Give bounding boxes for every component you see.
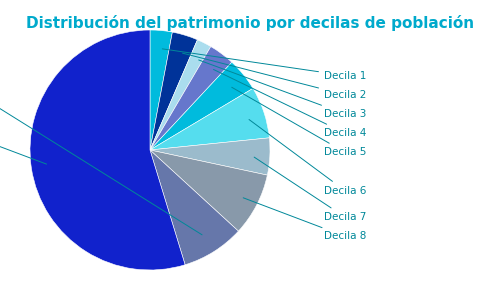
Text: Decila 7: Decila 7 <box>254 157 366 222</box>
Wedge shape <box>150 150 268 231</box>
Wedge shape <box>150 32 198 150</box>
Text: Decila 1: Decila 1 <box>162 49 366 81</box>
Text: Decila 4: Decila 4 <box>214 69 366 138</box>
Wedge shape <box>150 88 270 150</box>
Text: Decila 10: Decila 10 <box>0 123 46 164</box>
Wedge shape <box>150 40 211 150</box>
Wedge shape <box>150 30 172 150</box>
Wedge shape <box>150 46 232 150</box>
Wedge shape <box>150 62 253 150</box>
Text: Decila 3: Decila 3 <box>198 60 366 119</box>
Text: Decila 9: Decila 9 <box>0 75 202 235</box>
Text: Decila 8: Decila 8 <box>243 198 366 242</box>
Text: Decila 2: Decila 2 <box>182 53 366 100</box>
Text: Distribución del patrimonio por decilas de población: Distribución del patrimonio por decilas … <box>26 15 474 31</box>
Wedge shape <box>150 138 270 175</box>
Wedge shape <box>150 150 238 265</box>
Text: Decila 6: Decila 6 <box>249 119 366 196</box>
Wedge shape <box>30 30 185 270</box>
Text: Decila 5: Decila 5 <box>232 87 366 158</box>
